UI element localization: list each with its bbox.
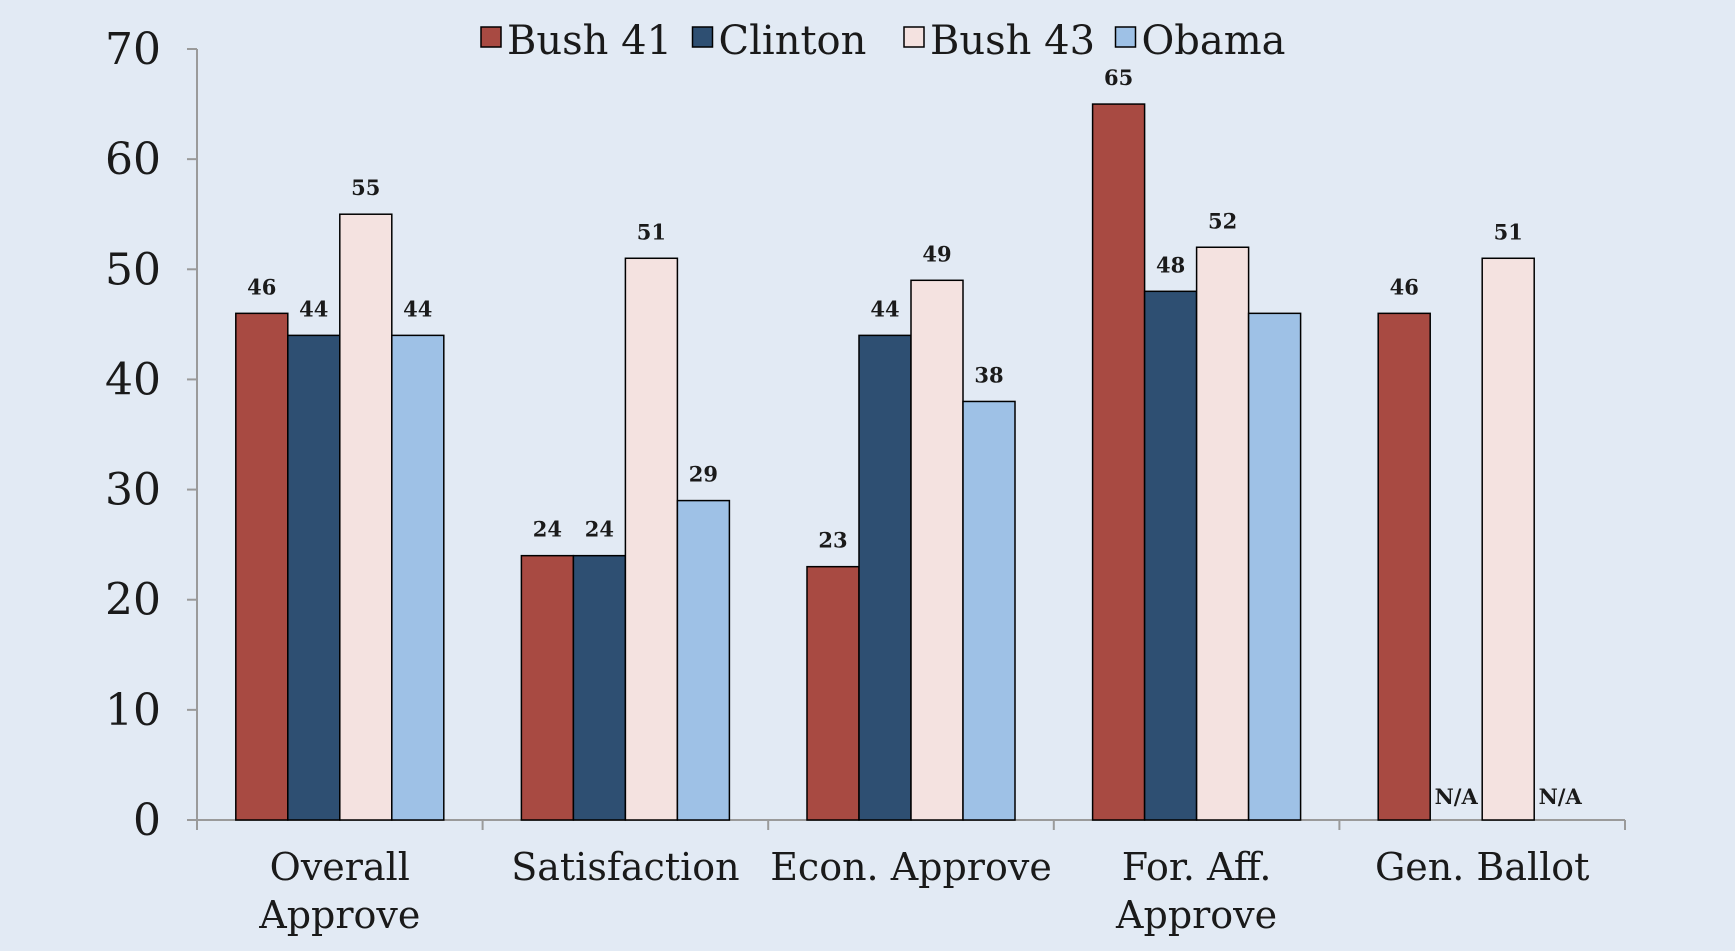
category-label: Overall xyxy=(270,845,410,889)
category-label: Satisfaction xyxy=(511,845,739,889)
bar xyxy=(858,334,912,821)
legend: Bush 41 Clinton Bush 43 Obama xyxy=(480,18,1286,64)
legend-swatch xyxy=(903,26,925,48)
data-label: 46 xyxy=(1390,274,1419,299)
y-tick-label: 60 xyxy=(105,134,161,185)
data-label: 38 xyxy=(974,362,1003,387)
bar xyxy=(1247,312,1302,821)
data-labels: 46 44 55 44 24 24 51 29 23 44 49 38 65 48 52 46 N/A 51 N/A xyxy=(247,65,1582,809)
bar xyxy=(572,554,627,821)
data-label: N/A xyxy=(1539,784,1583,809)
bar xyxy=(235,312,289,821)
bar xyxy=(1481,257,1535,821)
legend-swatch xyxy=(1114,26,1137,48)
bar xyxy=(391,334,445,821)
data-label: 51 xyxy=(1494,219,1523,244)
bar xyxy=(962,400,1016,821)
legend-swatch xyxy=(480,26,502,48)
bar xyxy=(1143,290,1198,821)
data-label: N/A xyxy=(1435,784,1479,809)
bar xyxy=(624,257,679,821)
category-label: Approve xyxy=(1115,893,1277,937)
data-label: 65 xyxy=(1104,65,1133,90)
y-tick-label: 20 xyxy=(105,575,161,626)
data-label: 46 xyxy=(247,274,276,299)
y-tick-label: 70 xyxy=(105,24,161,75)
data-label: 52 xyxy=(1208,208,1237,233)
legend-label: Bush 41 xyxy=(507,18,672,64)
legend-label: Clinton xyxy=(719,18,867,64)
data-label: 49 xyxy=(922,241,951,266)
category-label: Approve xyxy=(258,893,420,937)
data-label: 48 xyxy=(1156,252,1185,277)
data-label: 24 xyxy=(533,517,562,542)
data-label: 29 xyxy=(689,462,718,487)
bar xyxy=(910,279,964,821)
y-tick-label: 30 xyxy=(105,465,161,516)
data-label: 44 xyxy=(403,296,432,321)
data-label: 44 xyxy=(299,296,328,321)
bar xyxy=(287,334,341,821)
legend-label: Bush 43 xyxy=(930,18,1095,64)
data-label: 24 xyxy=(585,517,614,542)
bar xyxy=(1195,246,1250,821)
bars xyxy=(235,103,1535,821)
y-tick-label: 40 xyxy=(105,354,161,405)
y-tick-label: 10 xyxy=(105,685,161,736)
category-label: For. Aff. xyxy=(1122,845,1272,889)
bar xyxy=(1377,312,1431,821)
bar xyxy=(520,554,575,821)
y-tick-label: 0 xyxy=(133,795,161,846)
data-label: 55 xyxy=(351,175,380,200)
y-tick-label: 50 xyxy=(105,244,161,295)
category-label: Gen. Ballot xyxy=(1375,845,1590,889)
data-label: 23 xyxy=(818,528,847,553)
bar xyxy=(676,499,731,821)
bar xyxy=(339,213,393,821)
y-axis: 0 10 20 30 40 50 60 70 xyxy=(105,24,198,846)
legend-swatch xyxy=(691,26,714,48)
category-label: Econ. Approve xyxy=(770,845,1052,889)
legend-label: Obama xyxy=(1142,18,1286,64)
data-label: 44 xyxy=(870,296,899,321)
bar xyxy=(806,565,860,821)
bar xyxy=(1091,103,1146,821)
data-label: 51 xyxy=(637,219,666,244)
